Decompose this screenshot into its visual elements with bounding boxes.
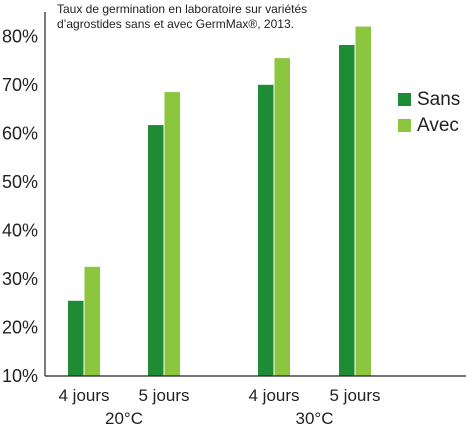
x-category-label: 4 jours xyxy=(248,386,299,405)
bar-avec-3 xyxy=(274,58,290,377)
bar-sans-4 xyxy=(339,45,355,377)
y-tick-label: 10% xyxy=(2,366,38,386)
bar-sans-1 xyxy=(68,300,84,376)
y-axis: 10% 20% 30% 40% 50% 60% 70% 80% xyxy=(2,26,38,386)
bar-avec-2 xyxy=(164,92,180,376)
bar-sans-2 xyxy=(148,125,164,376)
x-group-label: 30°C xyxy=(296,409,334,428)
bars-group xyxy=(68,26,371,377)
legend-label-avec: Avec xyxy=(417,115,459,136)
bar-avec-4 xyxy=(355,26,371,377)
y-tick-label: 20% xyxy=(2,317,38,337)
chart-title-line1: Taux de germination en laboratoire sur v… xyxy=(57,2,307,16)
x-category-label: 5 jours xyxy=(329,386,380,405)
legend-swatch-sans xyxy=(398,93,411,106)
bar-avec-1 xyxy=(84,266,100,376)
y-tick-label: 30% xyxy=(2,269,38,289)
y-tick-label: 60% xyxy=(2,123,38,143)
x-axis-labels: 4 jours 5 jours 4 jours 5 jours 20°C 30°C xyxy=(58,386,380,428)
y-tick-label: 50% xyxy=(2,172,38,192)
x-group-label: 20°C xyxy=(105,409,143,428)
y-tick-label: 80% xyxy=(2,26,38,46)
chart-title-line2: d’agrostides sans et avec GermMax®, 2013… xyxy=(57,17,294,31)
y-tick-label: 40% xyxy=(2,220,38,240)
legend: Sans Avec xyxy=(398,89,460,136)
y-tick-label: 70% xyxy=(2,75,38,95)
x-category-label: 5 jours xyxy=(138,386,189,405)
legend-swatch-avec xyxy=(398,119,411,132)
bar-sans-3 xyxy=(258,84,274,377)
x-category-label: 4 jours xyxy=(58,386,109,405)
legend-label-sans: Sans xyxy=(417,89,460,110)
